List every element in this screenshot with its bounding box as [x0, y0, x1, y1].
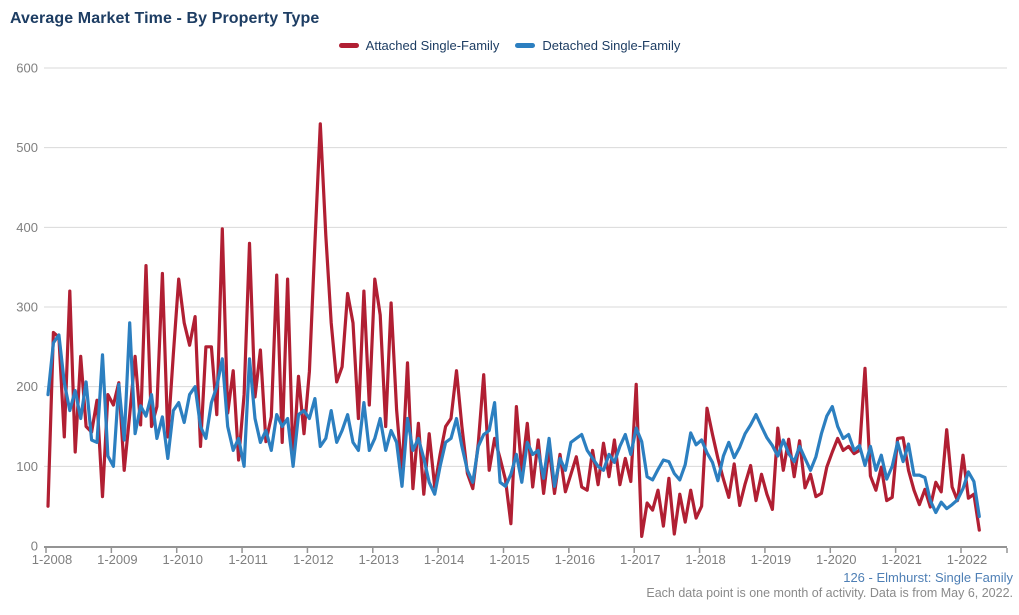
- y-axis-label: 500: [16, 140, 38, 155]
- legend-label-attached: Attached Single-Family: [365, 38, 500, 53]
- report-link[interactable]: 126 - Elmhurst: Single Family: [843, 570, 1013, 585]
- chart-canvas[interactable]: 0 100 200 300 400 500 600 1-2008 1-2009 1-2010 1-2…: [0, 0, 1019, 568]
- x-axis-label: 1-2020: [816, 552, 856, 567]
- x-axis-label: 1-2016: [555, 552, 595, 567]
- y-axis-label: 0: [31, 539, 38, 554]
- legend-swatch-detached-icon: [515, 43, 536, 48]
- series-line-detached[interactable]: [46, 321, 981, 519]
- x-axis-label: 1-2022: [947, 552, 987, 567]
- legend-swatch-attached-icon: [338, 43, 359, 48]
- data-note: Each data point is one month of activity…: [646, 586, 1013, 600]
- y-axis-label: 400: [16, 220, 38, 235]
- x-axis-label: 1-2010: [162, 552, 202, 567]
- series-line-attached[interactable]: [46, 122, 981, 539]
- x-axis-label: 1-2018: [685, 552, 725, 567]
- x-axis-label: 1-2008: [32, 552, 72, 567]
- legend-item-detached[interactable]: Detached Single-Family: [515, 38, 680, 53]
- x-axis-label: 1-2011: [228, 552, 268, 567]
- x-axis-label: 1-2013: [359, 552, 399, 567]
- y-axis-label: 100: [16, 459, 38, 474]
- x-axis-label: 1-2019: [751, 552, 791, 567]
- legend: Attached Single-Family Detached Single-F…: [0, 38, 1019, 53]
- legend-label-detached: Detached Single-Family: [542, 38, 681, 53]
- x-axis-label: 1-2012: [293, 552, 333, 567]
- y-axis-label: 200: [16, 379, 38, 394]
- chart-title: Average Market Time - By Property Type: [10, 10, 320, 27]
- y-axis-label: 300: [16, 300, 38, 315]
- x-axis-label: 1-2009: [97, 552, 137, 567]
- x-axis-label: 1-2014: [424, 552, 464, 567]
- legend-item-attached[interactable]: Attached Single-Family: [338, 38, 500, 53]
- x-axis-label: 1-2015: [489, 552, 529, 567]
- y-axis-label: 600: [16, 61, 38, 76]
- x-axis-label: 1-2017: [620, 552, 660, 567]
- x-axis-label: 1-2021: [881, 552, 921, 567]
